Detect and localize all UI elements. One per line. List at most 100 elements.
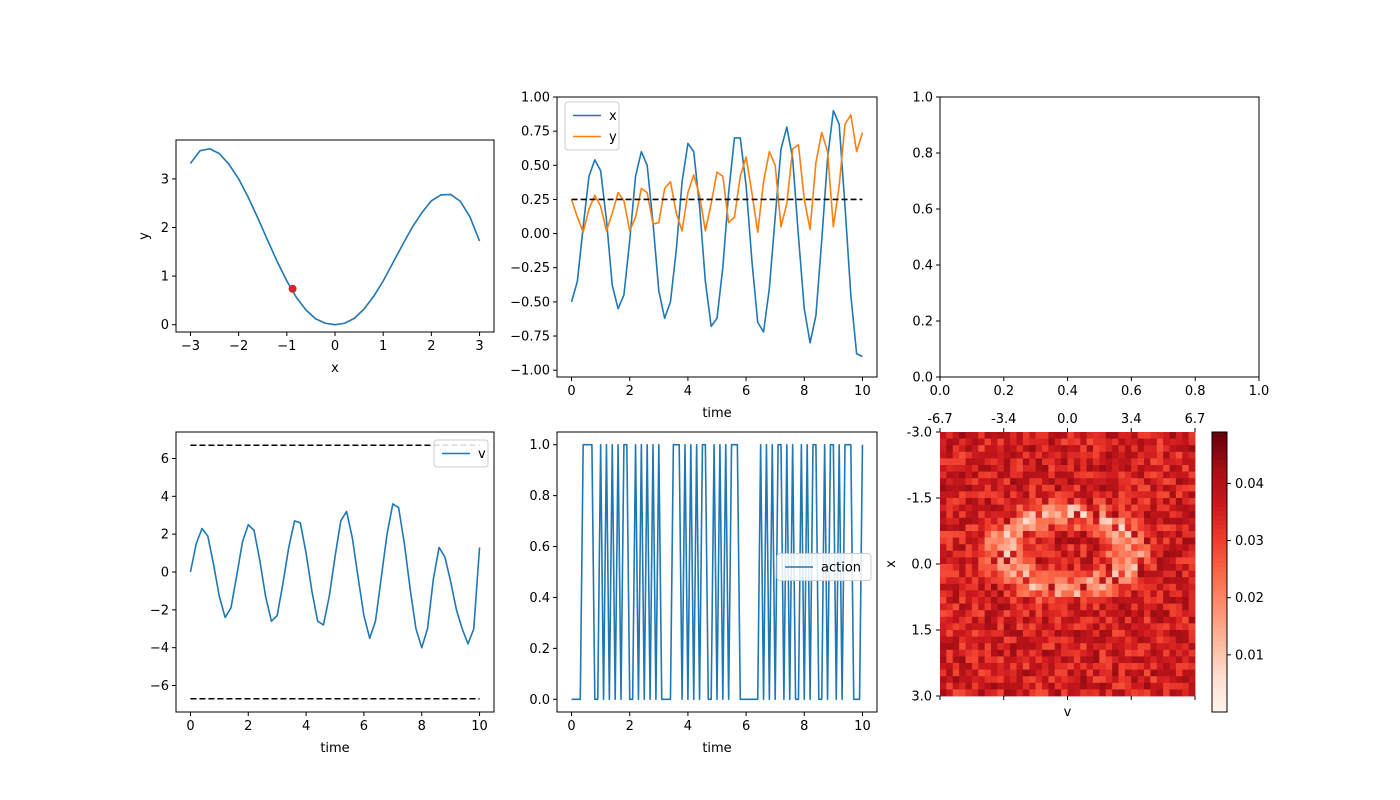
heatmap-cell (1156, 649, 1164, 657)
heatmap-cell (1010, 663, 1017, 670)
heatmap-cell (1022, 438, 1030, 446)
heatmap-cell (1124, 432, 1132, 439)
heatmap-cell (1175, 669, 1183, 677)
legend-box (564, 101, 620, 151)
heatmap-cell (1067, 590, 1075, 598)
heatmap-cell (1124, 517, 1132, 525)
heatmap-cell (1061, 537, 1068, 545)
heatmap-cell (1156, 663, 1164, 670)
heatmap-cell (1086, 537, 1094, 545)
heatmap-cell (1188, 616, 1196, 624)
heatmap-cell (1061, 465, 1068, 472)
heatmap-cell (1093, 511, 1100, 519)
heatmap-cell (1163, 451, 1170, 459)
heatmap-cell (1182, 590, 1190, 598)
heatmap-cell (1080, 557, 1088, 565)
heatmap-cell (1035, 682, 1043, 690)
heatmap-cell (991, 557, 998, 565)
heatmap-cell (965, 465, 973, 472)
heatmap-cell (1150, 451, 1158, 459)
heatmap-cell (1003, 478, 1011, 486)
heatmap-cell (1105, 537, 1113, 545)
heatmap-cell (1137, 498, 1145, 505)
heatmap-cell (1054, 498, 1062, 505)
heatmap-cell (965, 656, 973, 664)
heatmap-cell (984, 676, 992, 684)
heatmap-cell (1118, 544, 1126, 552)
heatmap-cell (1061, 511, 1068, 519)
heatmap-cell (1067, 550, 1075, 558)
heatmap-cell (1118, 663, 1126, 670)
heatmap-cell (1048, 471, 1056, 479)
heatmap-cell (1131, 643, 1139, 651)
heatmap-cell (1137, 478, 1145, 486)
heatmap-cell (1048, 491, 1056, 499)
heatmap-cell (1112, 550, 1119, 558)
heatmap-cell (1048, 531, 1056, 538)
heatmap-cell (1099, 517, 1107, 525)
heatmap-cell (971, 663, 979, 670)
heatmap-cell (1169, 537, 1177, 545)
heatmap-cell (1080, 432, 1088, 439)
heatmap-cell (952, 649, 960, 657)
heatmap-cell (1137, 471, 1145, 479)
heatmap-cell (984, 524, 992, 532)
heatmap-cell (965, 689, 973, 697)
heatmap-cell (1016, 531, 1024, 538)
heatmap-cell (1137, 616, 1145, 624)
heatmap-cell (1029, 616, 1037, 624)
heatmap-cell (971, 537, 979, 545)
colorbar-segment (1212, 642, 1227, 648)
heatmap-cell (1016, 498, 1024, 505)
heatmap-cell (946, 656, 954, 664)
legend-box (776, 553, 872, 581)
x-tick-label: 6.7 (1185, 412, 1206, 427)
heatmap-cell (1086, 570, 1094, 578)
heatmap-cell (959, 557, 966, 565)
heatmap-cell (971, 583, 979, 591)
heatmap-cell (1067, 517, 1075, 525)
heatmap-cell (1048, 550, 1056, 558)
heatmap-cell (1010, 537, 1017, 545)
heatmap-cell (1067, 504, 1075, 512)
heatmap-cell (1124, 616, 1132, 624)
heatmap-cell (1105, 451, 1113, 459)
heatmap-cell (984, 504, 992, 512)
x-tick-label: −1 (277, 339, 296, 354)
heatmap-cell (959, 564, 966, 571)
heatmap-cell (997, 504, 1005, 512)
heatmap-cell (1118, 537, 1126, 545)
heatmap-cell (965, 630, 973, 637)
heatmap-cell (1042, 451, 1049, 459)
heatmap-cell (1156, 616, 1164, 624)
heatmap-cell (1054, 517, 1062, 525)
heatmap-cell (1086, 491, 1094, 499)
heatmap-cell (1093, 590, 1100, 598)
heatmap-cell (965, 445, 973, 453)
heatmap-cell (1124, 451, 1132, 459)
heatmap-cell (1054, 491, 1062, 499)
heatmap-cell (1003, 465, 1011, 472)
heatmap-cell (1061, 663, 1068, 670)
heatmap-cell (1150, 458, 1158, 466)
heatmap-cell (1010, 616, 1017, 624)
heatmap-cell (1048, 524, 1056, 532)
heatmap-cell (1163, 663, 1170, 670)
x-tick-label: 10 (854, 384, 871, 399)
colorbar-segment (1212, 558, 1227, 564)
heatmap-cell (1150, 597, 1158, 604)
legend: action (776, 553, 872, 581)
heatmap-cell (1054, 451, 1062, 459)
heatmap-cell (1112, 583, 1119, 591)
heatmap-cell (1099, 689, 1107, 697)
heatmap-cell (940, 682, 947, 690)
colorbar-segment (1212, 581, 1227, 587)
heatmap-cell (1144, 491, 1151, 499)
heatmap-cell (1144, 432, 1151, 439)
heatmap-cell (997, 583, 1005, 591)
heatmap-cell (1131, 689, 1139, 697)
heatmap-cell (1099, 557, 1107, 565)
heatmap-cell (991, 544, 998, 552)
x-axis-label: time (702, 741, 731, 756)
heatmap-cell (1016, 577, 1024, 585)
